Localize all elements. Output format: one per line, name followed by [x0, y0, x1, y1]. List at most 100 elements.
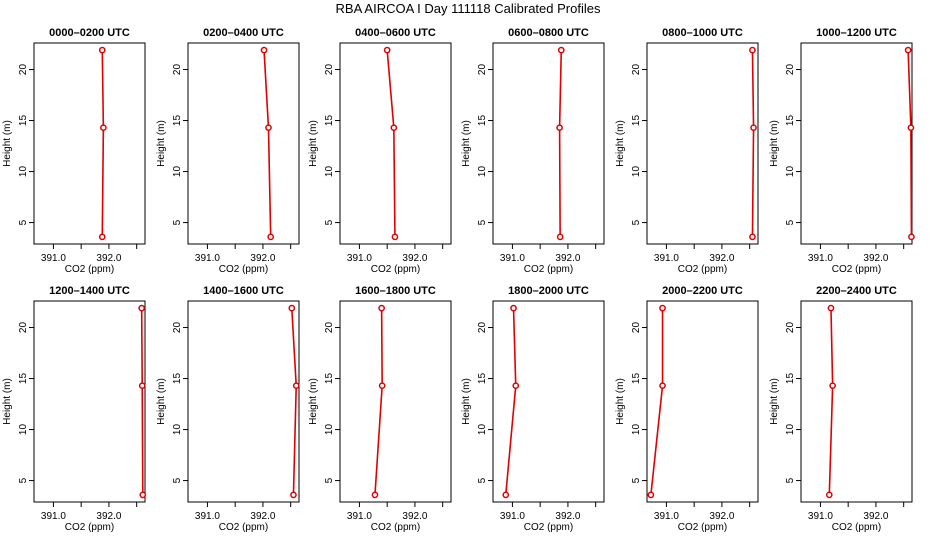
data-point — [827, 304, 835, 312]
y-tick-label: 10 — [172, 424, 183, 436]
y-tick-label: 15 — [18, 115, 29, 127]
data-point — [556, 233, 564, 241]
y-tick-label: 5 — [172, 477, 183, 483]
x-tick-label: 391.0 — [808, 511, 833, 522]
profile-line — [101, 50, 105, 237]
data-point — [659, 382, 666, 390]
data-point — [908, 233, 915, 241]
panel-title: 0600–0800 UTC — [508, 27, 589, 39]
y-tick-label: 15 — [631, 373, 642, 385]
panel: 0600–0800 UTC 391.0 392.0 5 10 15 20 CO2 (ppm) H… — [461, 27, 605, 275]
y-tick-label: 20 — [785, 322, 796, 334]
x-tick-label: 391.0 — [347, 511, 372, 522]
profile-line — [907, 50, 913, 237]
panel: 1000–1200 UTC 391.0 392.0 5 10 15 20 CO2 (ppm) H… — [769, 27, 915, 275]
y-tick-label: 15 — [477, 373, 488, 385]
data-point — [749, 46, 756, 54]
figure-title: RBA AIRCOA I Day 111118 Calibrated Profi… — [336, 1, 601, 16]
profile-line — [140, 308, 144, 495]
data-point — [98, 46, 106, 54]
data-point — [290, 491, 297, 499]
data-point — [904, 46, 912, 54]
y-tick-label: 5 — [631, 219, 642, 225]
data-point — [391, 233, 399, 241]
y-tick-label: 5 — [785, 219, 796, 225]
data-point — [557, 46, 565, 54]
x-tick-label: 391.0 — [195, 511, 220, 522]
panel: 0000–0200 UTC 391.0 392.0 5 10 15 20 CO2 (ppm) H… — [2, 27, 146, 275]
y-axis-label: Height (m) — [769, 120, 780, 167]
y-axis-label: Height (m) — [2, 120, 13, 167]
y-tick-label: 20 — [631, 64, 642, 76]
data-point — [907, 124, 915, 132]
data-point — [378, 304, 385, 312]
profile-line — [386, 50, 396, 237]
y-tick-label: 5 — [324, 219, 335, 225]
plot-frame — [800, 300, 913, 503]
x-tick-label: 391.0 — [347, 253, 372, 264]
y-axis-label: Height (m) — [461, 378, 472, 425]
y-tick-label: 5 — [477, 219, 488, 225]
x-tick-label: 391.0 — [654, 253, 679, 264]
y-tick-label: 5 — [18, 477, 29, 483]
y-tick-label: 10 — [18, 424, 29, 436]
y-tick-label: 15 — [631, 115, 642, 127]
y-tick-label: 15 — [324, 373, 335, 385]
y-axis-label: Height (m) — [308, 120, 319, 167]
y-tick-label: 10 — [785, 424, 796, 436]
panel-title: 0200–0400 UTC — [203, 27, 284, 39]
panel: 1800–2000 UTC 391.0 392.0 5 10 15 20 CO2 (ppm) H… — [461, 285, 605, 533]
x-tick-label: 392.0 — [709, 511, 734, 522]
data-point — [512, 382, 520, 390]
data-point — [749, 233, 756, 241]
x-tick-label: 392.0 — [250, 253, 275, 264]
x-tick-label: 391.0 — [41, 253, 66, 264]
x-axis-label: CO2 (ppm) — [678, 522, 727, 533]
y-tick-label: 20 — [324, 64, 335, 76]
plot-frame — [492, 300, 605, 503]
panel-title: 0400–0600 UTC — [355, 27, 436, 39]
panel: 2000–2200 UTC 391.0 392.0 5 10 15 20 CO2 (ppm) H… — [615, 285, 759, 533]
y-tick-label: 10 — [631, 166, 642, 178]
panel: 1600–1800 UTC 391.0 392.0 5 10 15 20 CO2 (ppm) H… — [308, 285, 452, 533]
x-tick-label: 391.0 — [195, 253, 220, 264]
y-tick-label: 5 — [324, 477, 335, 483]
y-tick-label: 20 — [477, 64, 488, 76]
y-tick-label: 15 — [785, 115, 796, 127]
profile-line — [650, 308, 664, 495]
panel-title: 2000–2200 UTC — [662, 285, 743, 297]
data-point — [825, 491, 833, 499]
x-tick-label: 392.0 — [96, 253, 121, 264]
x-tick-label: 392.0 — [555, 253, 580, 264]
y-tick-label: 20 — [324, 322, 335, 334]
y-axis-label: Height (m) — [615, 378, 626, 425]
y-axis-label: Height (m) — [156, 378, 167, 425]
x-tick-label: 392.0 — [709, 253, 734, 264]
data-point — [371, 491, 379, 499]
data-point — [292, 382, 300, 390]
y-tick-label: 15 — [18, 373, 29, 385]
data-point — [390, 124, 398, 132]
x-tick-label: 392.0 — [863, 253, 888, 264]
panel: 1400–1600 UTC 391.0 392.0 5 10 15 20 CO2 (ppm) H… — [156, 285, 300, 533]
profile-line — [263, 50, 272, 237]
y-tick-label: 10 — [477, 166, 488, 178]
profile-line — [504, 308, 517, 495]
x-axis-label: CO2 (ppm) — [678, 264, 727, 275]
panel-title: 0800–1000 UTC — [662, 27, 743, 39]
profile-line — [828, 308, 834, 495]
y-axis-label: Height (m) — [308, 378, 319, 425]
data-point — [659, 304, 666, 312]
plot-frame — [339, 42, 452, 245]
y-tick-label: 20 — [18, 64, 29, 76]
y-tick-label: 20 — [477, 322, 488, 334]
panel: 0400–0600 UTC 391.0 392.0 5 10 15 20 CO2 (ppm) H… — [308, 27, 452, 275]
panels-group: 0000–0200 UTC 391.0 392.0 5 10 15 20 CO2 (ppm) H… — [2, 27, 915, 533]
y-tick-label: 20 — [172, 64, 183, 76]
data-point — [139, 491, 147, 499]
y-tick-label: 15 — [477, 115, 488, 127]
data-point — [502, 491, 510, 499]
x-axis-label: CO2 (ppm) — [65, 522, 114, 533]
data-point — [260, 46, 268, 54]
y-tick-label: 10 — [324, 424, 335, 436]
